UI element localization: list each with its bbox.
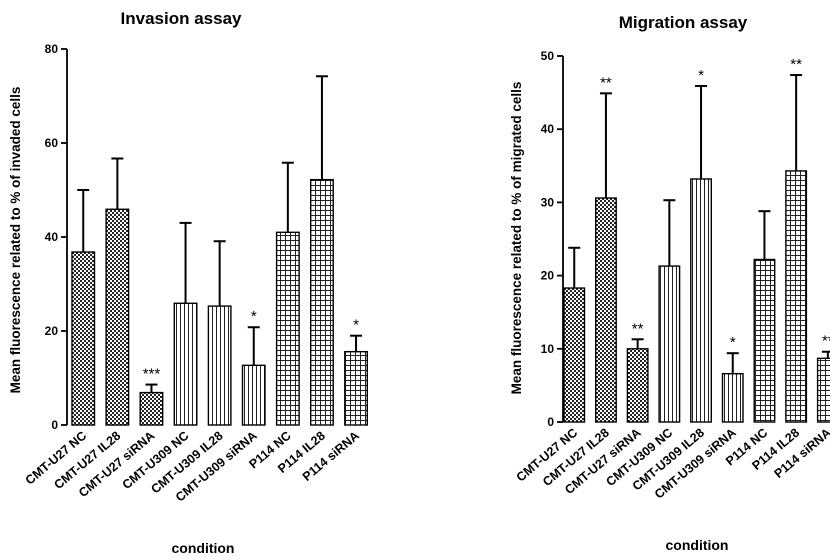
bar	[207, 305, 232, 426]
bar	[275, 231, 300, 426]
bar	[71, 251, 96, 426]
bar	[563, 287, 586, 423]
bars: **** *	[71, 75, 368, 426]
significance-label: ***	[143, 366, 161, 383]
bar	[626, 348, 649, 423]
significance-label: *	[353, 317, 359, 334]
y-tick-label: 60	[45, 136, 59, 150]
significance-label: **	[822, 333, 830, 350]
y-tick-label: 30	[541, 195, 555, 209]
significance-label: **	[790, 56, 802, 73]
bar	[690, 178, 712, 423]
bar	[785, 170, 808, 423]
significance-label: **	[600, 74, 612, 91]
chart-title: Migration assay	[619, 13, 748, 32]
significance-label: **	[632, 320, 644, 337]
bar	[721, 372, 744, 423]
y-tick-label: 0	[547, 415, 554, 429]
y-axis-label: Mean fluorescence related to % of migrat…	[509, 82, 524, 395]
significance-label: *	[251, 308, 257, 325]
bar	[753, 258, 776, 423]
bar	[344, 350, 368, 426]
y-tick-label: 40	[45, 230, 59, 244]
x-axis-label: condition	[172, 540, 235, 556]
y-tick-label: 10	[541, 342, 555, 356]
bar	[241, 364, 266, 426]
migration-chart: Migration assay Mean fluorescence relate…	[509, 13, 830, 553]
y-ticks: 0 20 40 60 80	[45, 42, 67, 432]
y-ticks: 0 10 20 30 40 50	[541, 49, 563, 429]
y-tick-label: 20	[45, 324, 59, 338]
bar	[658, 265, 681, 423]
y-tick-label: 50	[541, 49, 555, 63]
y-tick-label: 0	[51, 418, 58, 432]
significance-label: *	[730, 334, 736, 351]
chart-title: Invasion assay	[121, 9, 243, 28]
significance-label: *	[698, 67, 704, 84]
bar	[816, 357, 830, 423]
x-axis-label: condition	[666, 537, 729, 553]
bar	[595, 197, 617, 423]
y-tick-label: 20	[541, 269, 555, 283]
bar	[105, 208, 130, 426]
bars: **********	[563, 56, 830, 423]
bar	[173, 302, 198, 426]
bar	[139, 391, 164, 426]
bar	[310, 178, 334, 426]
y-tick-label: 40	[541, 122, 555, 136]
invasion-chart: Invasion assay Mean fluorescence related…	[8, 9, 368, 556]
y-tick-label: 80	[45, 42, 59, 56]
y-axis-label: Mean fluorescence related to % of invade…	[8, 87, 23, 394]
